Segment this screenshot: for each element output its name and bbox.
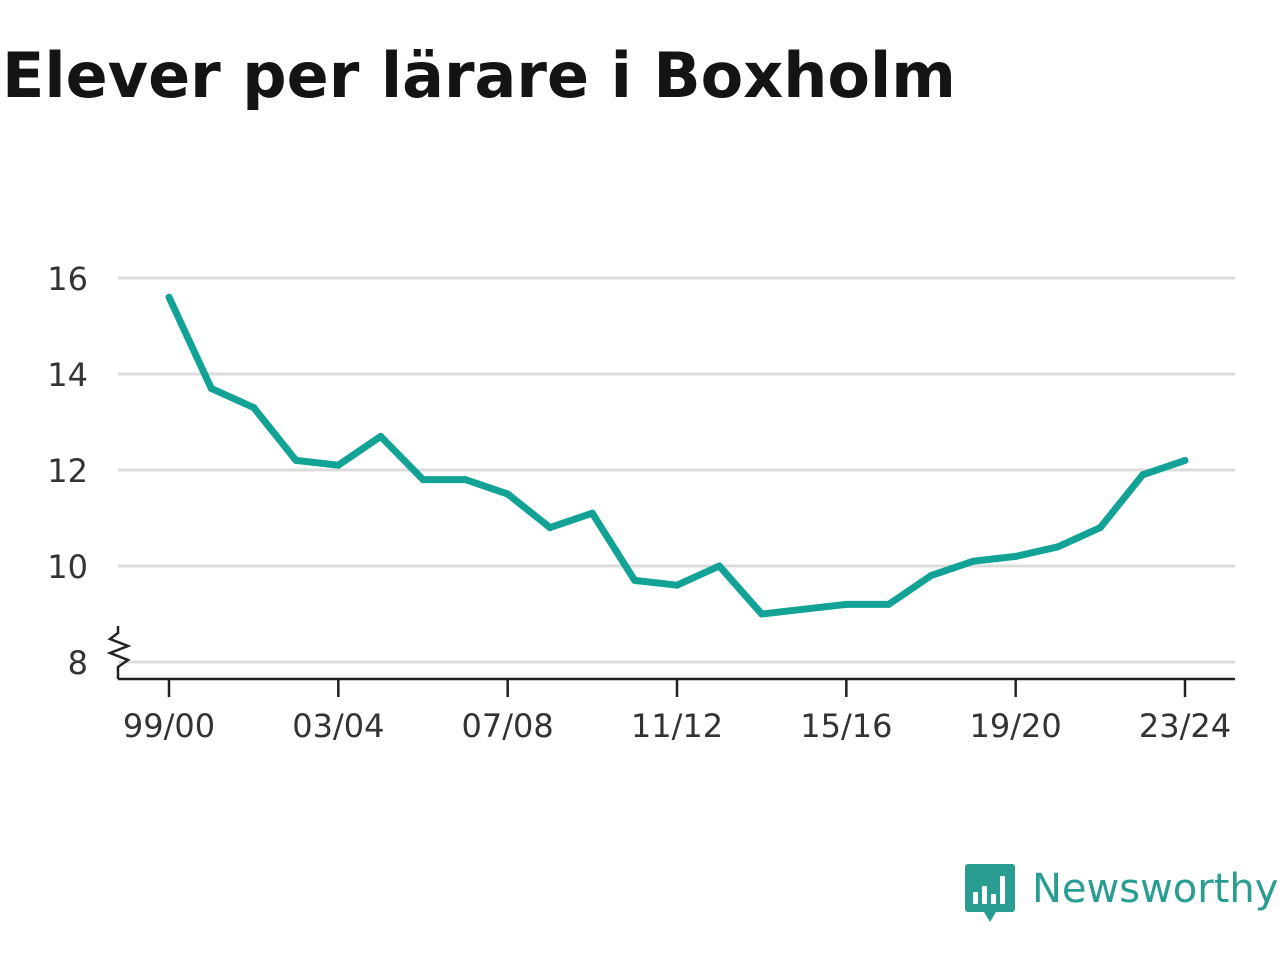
- series-layer: [165, 293, 1189, 618]
- brand-logo: Newsworthy: [964, 862, 1278, 926]
- x-tick-label-99-00: 99/00: [123, 707, 215, 745]
- newsworthy-logo-icon: [965, 864, 1015, 922]
- data-point-15-16: [842, 600, 850, 608]
- axes: [106, 626, 1235, 697]
- y-tick-label-16: 16: [47, 260, 88, 298]
- data-point-08-09: [546, 524, 554, 532]
- data-point-18-19: [969, 557, 977, 565]
- data-point-00-01: [207, 384, 215, 392]
- data-point-16-17: [885, 600, 893, 608]
- brand-name: Newsworthy: [1032, 866, 1279, 912]
- data-point-12-13: [715, 562, 723, 570]
- gridlines: [118, 276, 1235, 664]
- chart-title: Elever per lärare i Boxholm: [2, 39, 956, 112]
- data-point-20-21: [1054, 543, 1062, 551]
- x-tick-label-07-08: 07/08: [462, 707, 554, 745]
- y-tick-label-14: 14: [47, 356, 88, 394]
- x-tick-label-23-24: 23/24: [1139, 707, 1231, 745]
- y-tick-label-8: 8: [68, 644, 88, 682]
- data-point-01-02: [250, 404, 258, 412]
- x-tick-label-03-04: 03/04: [292, 707, 384, 745]
- data-point-02-03: [292, 456, 300, 464]
- y-tick-label-10: 10: [47, 548, 88, 586]
- data-point-09-10: [588, 509, 596, 517]
- data-point-07-08: [504, 490, 512, 498]
- y-axis-break: [106, 626, 132, 679]
- data-point-99-00: [165, 293, 173, 301]
- y-tick-label-12: 12: [47, 452, 88, 490]
- data-point-17-18: [927, 572, 935, 580]
- data-point-04-05: [377, 432, 385, 440]
- tick-labels: 8 10 12 14 16 99/00 03/04 07/08 11/12 15/16 19/20 2…: [47, 260, 1231, 745]
- data-point-23-24: [1181, 456, 1189, 464]
- data-point-11-12: [673, 581, 681, 589]
- data-point-22-23: [1139, 471, 1147, 479]
- data-point-14-15: [800, 605, 808, 613]
- data-point-19-20: [1012, 552, 1020, 560]
- data-point-21-22: [1096, 524, 1104, 532]
- data-point-10-11: [631, 576, 639, 584]
- data-point-03-04: [334, 461, 342, 469]
- data-point-06-07: [461, 476, 469, 484]
- data-point-13-14: [758, 610, 766, 618]
- data-point-05-06: [419, 476, 427, 484]
- x-tick-label-15-16: 15/16: [800, 707, 892, 745]
- x-tick-label-19-20: 19/20: [970, 707, 1062, 745]
- x-tick-label-11-12: 11/12: [631, 707, 723, 745]
